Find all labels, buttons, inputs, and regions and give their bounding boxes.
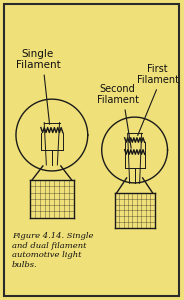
Text: Figure 4.14. Single
and dual filament
automotive light
bulbs.: Figure 4.14. Single and dual filament au… (12, 232, 93, 269)
Text: Single
Filament: Single Filament (15, 49, 60, 70)
Text: Second
Filament: Second Filament (97, 83, 139, 105)
Text: First
Filament: First Filament (137, 64, 178, 85)
